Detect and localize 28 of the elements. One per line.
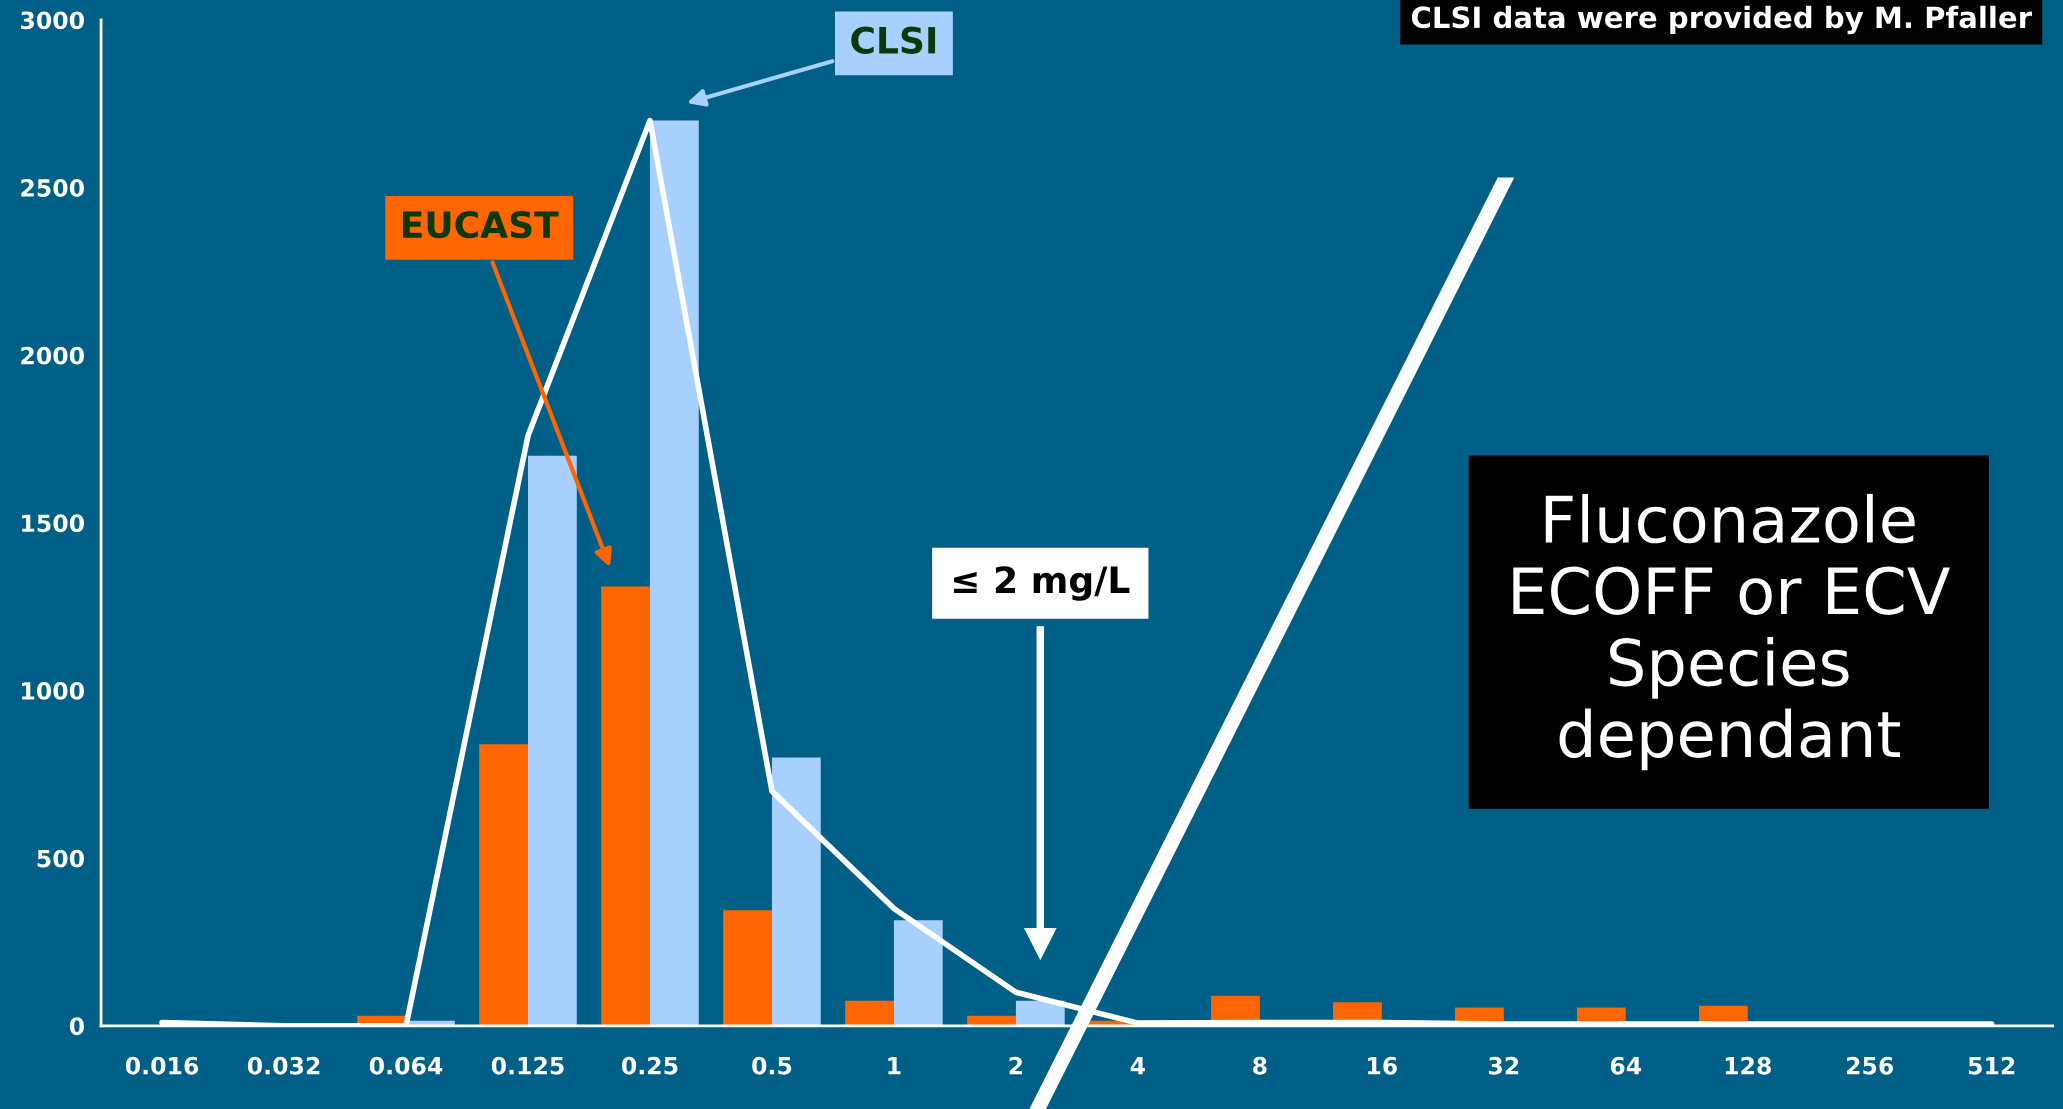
x-tick-label: 0.016 [125, 1056, 199, 1075]
annotation: CLSI data were provided by M. Pfaller [1411, 5, 2032, 35]
x-tick-label: 128 [1725, 1056, 1771, 1075]
x-tick-label: 0.25 [621, 1056, 678, 1075]
x-tick-label: 0.064 [369, 1056, 443, 1075]
x-tick-label: 1 [888, 1057, 901, 1075]
x-tick-label: 8 [1253, 1056, 1267, 1075]
y-tick-label: 0 [69, 1017, 84, 1036]
x-tick-label: 0.032 [247, 1056, 320, 1075]
text: CLSI [851, 26, 936, 54]
x-tick-label: 16 [1368, 1056, 1397, 1075]
x-tick-label: 512 [1968, 1056, 2015, 1075]
x-tick-label: 2 [1009, 1056, 1023, 1075]
y-tick-label: 2000 [21, 346, 84, 365]
y-tick-label: 2500 [21, 179, 84, 197]
x-tick-label: 256 [1846, 1056, 1894, 1075]
y-tick-label: 1500 [22, 514, 84, 533]
y-tick-label: 500 [37, 849, 84, 868]
x-tick-label: 0.5 [752, 1056, 792, 1075]
y-tick-label: 1000 [22, 681, 84, 700]
x-tick-label: 32 [1488, 1056, 1519, 1075]
x-tick-label: 0.125 [491, 1056, 564, 1075]
x-tick-label: 64 [1610, 1056, 1642, 1075]
text: EUCAST [402, 211, 559, 239]
annotation: ≤ 2 mg/L [954, 566, 1130, 601]
x-tick-label: 4 [1130, 1057, 1145, 1075]
y-tick-label: 3000 [20, 11, 84, 30]
annotation: Fluconazole ECOFF or ECV Species dependant [1513, 493, 1950, 771]
